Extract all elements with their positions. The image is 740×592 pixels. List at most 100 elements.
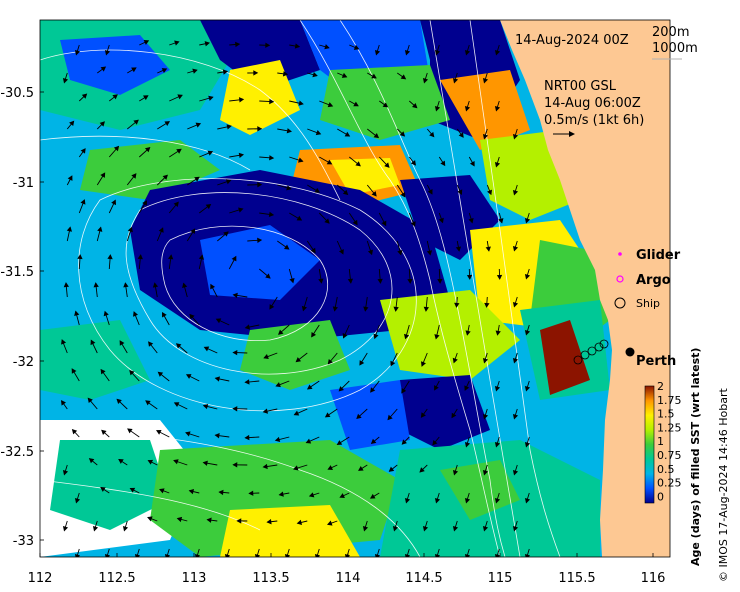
current-arrow-head	[339, 493, 345, 498]
current-arrow-head	[66, 226, 72, 232]
x-tick-label: 113	[182, 571, 207, 586]
current-arrow-head	[392, 525, 399, 532]
current-arrow-head	[370, 438, 377, 444]
sst-patch	[400, 375, 490, 450]
current-arrow-head	[482, 133, 489, 140]
current-arrow-head	[208, 95, 214, 101]
current-arrow-head	[397, 250, 403, 256]
current-arrow-head	[118, 458, 124, 464]
current-arrow-head	[286, 128, 292, 134]
current-arrow-head	[412, 103, 418, 109]
current-arrow-head	[93, 282, 99, 288]
current-arrow-head	[194, 176, 200, 182]
current-arrow-head	[119, 340, 125, 346]
current-arrow-head	[62, 77, 69, 84]
current-arrow-head	[131, 173, 137, 179]
current-arrow-head	[145, 400, 151, 406]
current-arrow-head	[524, 441, 531, 448]
current-arrow-head	[127, 226, 133, 233]
current-arrow-head	[524, 273, 531, 280]
current-arrow-head	[189, 313, 195, 320]
current-arrow-head	[452, 469, 459, 476]
current-arrow-head	[278, 491, 284, 497]
current-arrow-head	[494, 105, 501, 112]
current-arrow-head	[232, 462, 238, 468]
current-arrow-head	[387, 414, 393, 421]
current-arrow-head	[464, 553, 471, 557]
current-arrow-head	[257, 126, 263, 132]
current-arrow-head	[419, 467, 425, 473]
current-arrow-head	[336, 440, 343, 445]
glider-legend-label: Glider	[636, 248, 681, 263]
current-arrow-head	[399, 131, 406, 137]
current-arrow-head	[494, 385, 501, 392]
current-arrow-head	[143, 40, 150, 45]
current-arrow-head	[434, 385, 439, 391]
current-arrow-head	[206, 517, 212, 523]
current-arrow-head	[123, 282, 129, 288]
current-arrow-head	[74, 553, 81, 557]
y-tick-label: -30.5	[0, 86, 34, 101]
current-arrow-head	[92, 525, 99, 532]
current-arrow-head	[410, 221, 416, 227]
current-arrow-head	[294, 43, 301, 49]
current-arrow-head	[494, 161, 501, 168]
current-arrow-head	[298, 157, 304, 163]
current-arrow-head	[80, 199, 86, 205]
current-arrow-head	[100, 66, 107, 72]
current-arrow-head	[494, 49, 501, 56]
current-arrow-head	[90, 339, 96, 346]
current-source-label: NRT00 GSL	[544, 79, 617, 94]
current-arrow-head	[232, 406, 238, 412]
current-arrow-head	[310, 247, 316, 254]
current-arrow-head	[232, 292, 238, 299]
current-arrow-head	[144, 147, 151, 153]
current-arrow-head	[338, 386, 345, 392]
current-arrow-head	[464, 49, 471, 56]
current-arrow-head	[137, 254, 143, 260]
x-tick-label: 115.5	[558, 571, 595, 586]
current-arrow-head	[420, 412, 426, 418]
plot-frame	[39, 19, 671, 558]
plot-area	[40, 20, 670, 557]
current-arrow-head	[422, 77, 429, 84]
current-arrow-head	[238, 207, 244, 213]
current-arrow-head	[324, 412, 331, 418]
contour-legend-200m: 200m	[652, 25, 689, 40]
colorbar-tick-label: 1.25	[657, 421, 682, 434]
current-arrow-head	[498, 218, 504, 224]
current-arrow-head	[367, 249, 373, 256]
current-arrow-head	[100, 368, 106, 375]
current-arrow-head	[524, 385, 531, 392]
current-arrow-head	[112, 94, 118, 100]
current-arrow-head	[286, 185, 292, 191]
current-arrow-head	[275, 382, 281, 388]
current-arrow-head	[62, 469, 69, 476]
current-arrow-head	[203, 346, 210, 352]
current-arrow-head	[352, 219, 358, 226]
current-arrow-head	[347, 278, 354, 284]
current-arrow-head	[176, 516, 183, 523]
current-arrow-head	[254, 553, 261, 557]
current-arrow-head	[296, 215, 303, 221]
current-arrow-head	[159, 488, 165, 494]
current-arrow-head	[103, 310, 109, 317]
colorbar-label: Age (days) of filled SST (wrt latest)	[689, 348, 702, 566]
current-arrow-head	[374, 49, 381, 56]
current-arrow-head	[495, 330, 501, 336]
current-arrow-head	[278, 329, 284, 335]
current-arrow-head	[369, 493, 376, 499]
current-arrow-head	[314, 187, 321, 193]
current-arrow-head	[496, 274, 503, 280]
current-arrow-head	[342, 189, 349, 196]
current-arrow-head	[176, 148, 182, 154]
ship-legend-label: Ship	[636, 297, 660, 310]
current-arrow-head	[87, 397, 93, 404]
y-tick-label: -31	[13, 176, 34, 191]
current-arrow-head	[312, 72, 318, 78]
current-arrow-head	[295, 357, 302, 363]
current-arrow-head	[371, 191, 377, 197]
current-arrow-head	[190, 228, 196, 234]
current-arrow-head	[512, 525, 519, 532]
